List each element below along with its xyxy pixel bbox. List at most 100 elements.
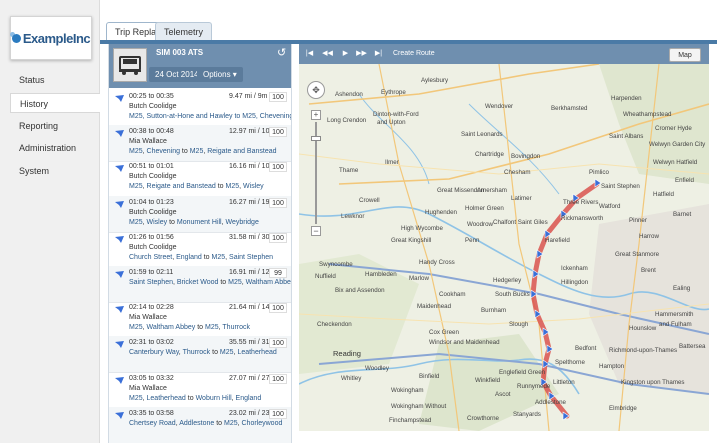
tab-telemetry[interactable]: Telemetry [155, 22, 213, 40]
brand-logo[interactable]: ExampleInc [10, 16, 92, 60]
route-place-link[interactable]: M25 [189, 148, 204, 156]
route-place-link[interactable]: M25 [219, 349, 234, 357]
route-separator: to [215, 183, 226, 191]
vehicle-avatar [113, 48, 147, 82]
route-place-link[interactable]: England [176, 253, 202, 261]
refresh-icon[interactable]: ↺ [277, 47, 287, 59]
trip-score-badge: 100 [269, 197, 287, 208]
date-picker[interactable]: 24 Oct 2014 [149, 67, 205, 82]
trip-time: 02:14 to 02:28 [129, 304, 174, 312]
route-place-link[interactable]: Chorleywood [241, 419, 283, 427]
map-label: Aylesbury [421, 77, 449, 84]
map-label: Maidenhead [417, 303, 452, 310]
map-label: Nuffield [315, 273, 336, 280]
map-canvas[interactable]: Ashendon Eythrope Aylesbury Wendover Lon… [299, 64, 709, 431]
map-label: South Bucks [495, 291, 530, 298]
route-place-link[interactable]: Canterbury Way [129, 349, 179, 357]
trip-row[interactable]: 02:31 to 03:02 35.55 mi / 31m 100 Canterbur… [109, 336, 291, 374]
route-separator: , [142, 394, 147, 402]
map-label: Hambleden [365, 271, 397, 278]
trip-row[interactable]: 01:59 to 02:11 16.91 mi / 12m 99 Saint Step… [109, 266, 292, 303]
route-place-link[interactable]: Wisley [243, 183, 264, 191]
trip-row[interactable]: 00:25 to 00:35 9.47 mi / 9m 100 Butch Cooli… [109, 90, 292, 127]
zoom-slider-track[interactable] [315, 122, 317, 224]
route-place-link[interactable]: M25 [211, 253, 226, 261]
nav-item-reporting[interactable]: Reporting [19, 121, 59, 131]
route-place-link[interactable]: , [255, 113, 260, 120]
route-place-link[interactable]: Waltham Abbey [146, 324, 196, 332]
route-place-link[interactable]: , Sutton-at-Hone and Hawley [142, 113, 233, 120]
skip-start-icon[interactable]: |◀ [305, 50, 314, 57]
route-place-link[interactable]: M25 [223, 419, 238, 427]
route-place-link[interactable]: M25 [225, 183, 240, 191]
zoom-slider-handle[interactable] [311, 136, 321, 141]
route-place-link[interactable]: Wisley [146, 218, 168, 226]
trip-route-icon [115, 271, 124, 278]
trip-row[interactable]: 01:04 to 01:23 16.27 mi / 19m 100 Butch Coo… [109, 195, 291, 233]
route-place-link[interactable]: M25 [228, 279, 242, 286]
route-place-link[interactable]: Weybridge [225, 218, 259, 226]
trip-route: Canterbury Way, Thurrock to M25, Leather… [129, 349, 277, 356]
trip-route-icon [115, 306, 124, 314]
options-dropdown[interactable]: Options ▾ [197, 67, 243, 82]
trip-score-badge: 100 [269, 373, 287, 384]
route-place-link[interactable]: M25 [205, 324, 219, 332]
route-place-link[interactable]: M25 [129, 324, 143, 332]
trip-row[interactable]: 01:26 to 01:56 31.58 mi / 30m 100 Butch Coo… [109, 231, 291, 268]
route-place-link[interactable]: Leatherhead [146, 394, 186, 402]
route-place-link[interactable]: M25 [129, 148, 143, 156]
map-type-button[interactable]: Map [669, 48, 701, 62]
nav-item-system[interactable]: System [19, 166, 50, 176]
route-place-link[interactable]: M25 [129, 394, 143, 402]
route-place-link[interactable]: Saint Stephen [229, 253, 274, 261]
route-place-link[interactable]: Bricket Wood [176, 279, 219, 286]
route-separator: , [203, 148, 208, 156]
trip-row[interactable]: 03:05 to 03:32 27.07 mi / 27m 100 Mia Walla… [109, 372, 291, 409]
route-place-link[interactable]: Waltham Abbey [245, 279, 292, 286]
trip-distance: 16.91 mi / 12m [229, 269, 276, 276]
skip-end-icon[interactable]: ▶| [374, 50, 383, 57]
map-label: Hatfield [653, 191, 675, 198]
fast-forward-icon[interactable]: ▶▶ [356, 50, 367, 57]
create-route-button[interactable]: Create Route [393, 50, 435, 57]
map-view[interactable]: |◀ ◀◀ ▶ ▶▶ ▶| Create Route Map [299, 44, 709, 431]
route-place-link[interactable]: M25 [129, 113, 143, 120]
map-label: Chalfont Saint Giles [493, 219, 548, 226]
route-place-link[interactable]: Thurrock [222, 324, 251, 332]
route-place-link[interactable]: Chevening [259, 113, 292, 120]
rewind-icon[interactable]: ◀◀ [322, 50, 333, 57]
pan-control[interactable]: ✥ [307, 81, 325, 99]
trip-row[interactable]: 00:38 to 00:48 12.97 mi / 10m 100 Mia Walla… [109, 125, 291, 163]
map-label: Pinner [629, 217, 647, 224]
trip-row[interactable]: 00:51 to 01:01 16.16 mi / 10m 100 Butch Coo… [109, 160, 291, 198]
trip-route: M25, Sutton-at-Hone and Hawley to M25, C… [129, 113, 292, 120]
route-place-link[interactable]: Reigate and Banstead [146, 183, 216, 191]
trip-time: 01:04 to 01:23 [129, 198, 174, 206]
route-place-link[interactable]: Woburn Hill [195, 394, 232, 402]
route-place-link[interactable]: Chevening [146, 148, 180, 156]
nav-item-history[interactable]: History [10, 93, 100, 113]
nav-item-status[interactable]: Status [19, 75, 45, 85]
route-place-link[interactable]: Addlestone [179, 419, 215, 427]
route-place-link[interactable]: Saint Stephen [129, 279, 173, 286]
route-place-link[interactable]: Thurrock [182, 349, 211, 357]
route-place-link[interactable]: to [232, 113, 243, 120]
play-icon[interactable]: ▶ [342, 50, 349, 57]
zoom-in-button[interactable]: + [311, 110, 321, 120]
route-place-link[interactable]: Church Street [129, 253, 173, 261]
nav-item-administration[interactable]: Administration [19, 143, 77, 153]
map-label: Battersea [679, 343, 706, 350]
route-place-link[interactable]: Chertsey Road [129, 419, 176, 427]
trip-row[interactable]: 02:14 to 02:28 21.64 mi / 14m 100 Mia Walla… [109, 301, 291, 339]
route-place-link[interactable]: M25 [129, 218, 143, 226]
route-place-link[interactable]: M25 [242, 113, 256, 120]
route-place-link[interactable]: Leatherhead [237, 349, 277, 357]
route-place-link[interactable]: England [235, 394, 262, 402]
route-place-link[interactable]: Reigate and Banstead [207, 148, 277, 156]
vehicle-header: SIM 003 ATS ↺ 24 Oct 2014 Options ▾ [109, 44, 291, 88]
route-place-link[interactable]: M25 [129, 183, 143, 191]
trip-row[interactable]: 03:35 to 03:58 23.02 mi / 23m 100 Chertsey … [109, 406, 291, 443]
map-label: Penn [465, 237, 480, 244]
zoom-out-button[interactable]: − [311, 226, 321, 236]
route-place-link[interactable]: Monument Hill [176, 218, 222, 226]
